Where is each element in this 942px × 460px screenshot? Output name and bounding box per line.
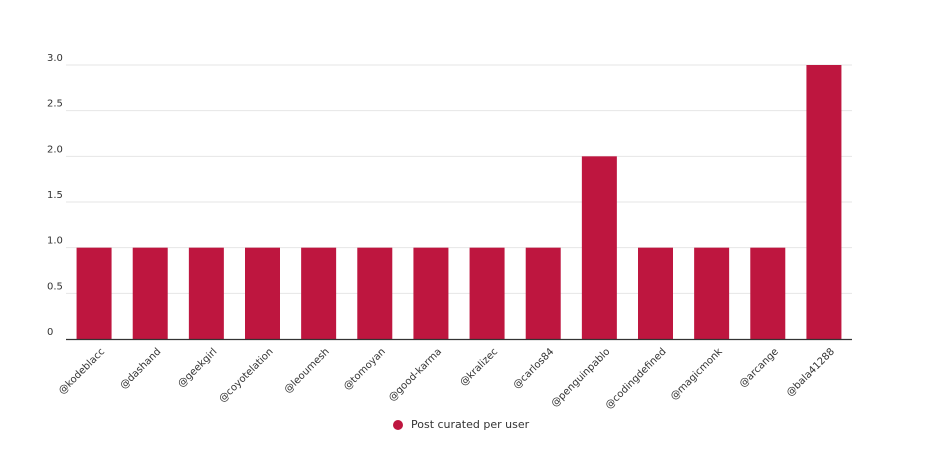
- x-tick-label: @codingdefined: [604, 346, 669, 411]
- x-tick-label: @good-karma: [387, 346, 444, 403]
- y-tick-label: 3.0: [47, 53, 63, 64]
- y-tick-label: 2.5: [47, 99, 63, 110]
- x-tick-label: @kralizec: [458, 346, 500, 388]
- x-tick-label: @bala41288: [785, 346, 837, 398]
- bar[interactable]: [694, 247, 730, 339]
- bar[interactable]: [525, 247, 561, 339]
- bar[interactable]: [188, 247, 224, 339]
- x-tick-label: @dashand: [118, 346, 163, 391]
- x-tick-label: @tomoyan: [342, 346, 388, 392]
- bar[interactable]: [357, 247, 393, 339]
- bar[interactable]: [638, 247, 673, 339]
- x-tick-label: @magicmonk: [669, 346, 725, 402]
- y-tick-label: 1.0: [47, 236, 63, 247]
- bar[interactable]: [245, 247, 280, 339]
- legend-marker: [393, 419, 403, 430]
- y-tick-label: 2.0: [47, 144, 63, 155]
- x-tick-label: @carlos84: [511, 346, 556, 391]
- x-tick-label: @penguinpablo: [549, 346, 612, 409]
- bar[interactable]: [413, 247, 449, 339]
- y-tick-label: 0: [47, 327, 53, 338]
- bar[interactable]: [750, 247, 786, 339]
- x-tick-label: @kodeblacc: [57, 346, 107, 396]
- bar[interactable]: [806, 65, 842, 339]
- bar[interactable]: [301, 247, 337, 339]
- x-tick-label: @geekgirl: [176, 346, 219, 389]
- x-tick-label: @leoumesh: [282, 346, 331, 395]
- x-tick-label: @arcange: [737, 346, 780, 389]
- bar[interactable]: [76, 247, 112, 339]
- bar[interactable]: [581, 156, 617, 339]
- legend-label: Post curated per user: [411, 418, 530, 431]
- legend[interactable]: Post curated per user: [393, 418, 529, 431]
- bar[interactable]: [132, 247, 168, 339]
- y-tick-label: 1.5: [47, 190, 63, 201]
- y-tick-label: 0.5: [47, 281, 63, 292]
- x-tick-label: @coyotelation: [217, 346, 276, 405]
- bar[interactable]: [469, 247, 505, 339]
